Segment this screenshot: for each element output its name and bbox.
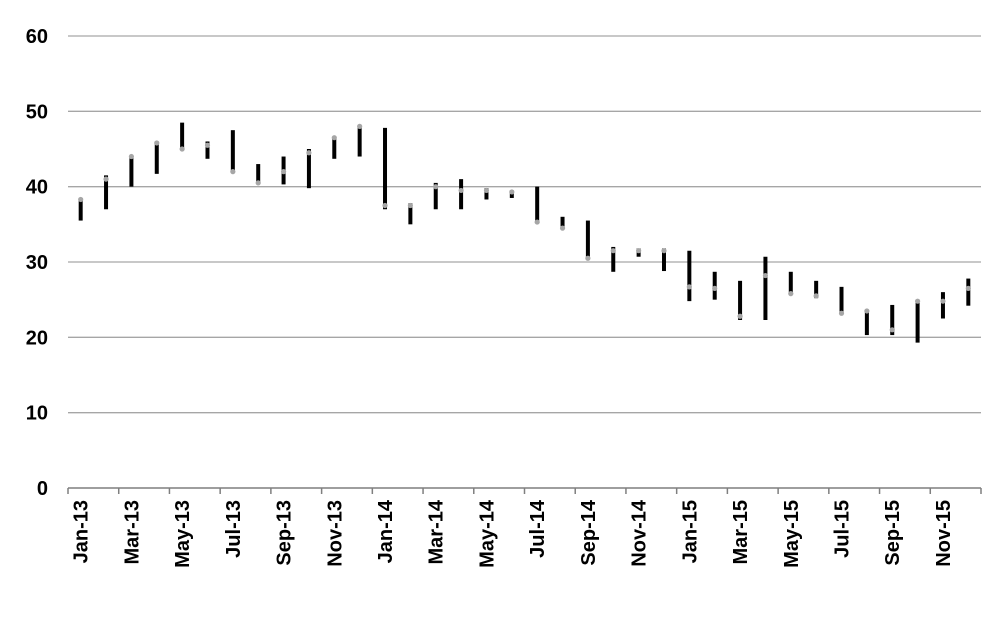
x-tick-label: May-14 (476, 499, 498, 568)
close-marker (914, 298, 921, 304)
close-marker (204, 142, 211, 148)
close-marker (585, 255, 591, 261)
x-tick-label: May-13 (172, 500, 194, 568)
close-marker (230, 169, 236, 175)
close-marker (458, 187, 464, 194)
close-marker (610, 248, 616, 254)
close-marker (686, 284, 692, 290)
close-marker (712, 285, 718, 291)
close-marker (889, 327, 895, 333)
close-marker (737, 313, 743, 319)
close-marker (255, 180, 261, 186)
y-tick-label: 60 (26, 26, 48, 48)
x-tick-label: Jan-14 (375, 499, 397, 563)
x-tick-label: Mar-14 (426, 499, 448, 564)
y-tick-label: 20 (26, 327, 48, 349)
close-marker (78, 196, 84, 203)
high-low-bars (78, 122, 971, 343)
x-tick-label: Sep-13 (274, 500, 296, 566)
close-marker (154, 140, 160, 146)
close-marker (762, 272, 769, 279)
close-marker (940, 298, 946, 304)
close-marker (382, 202, 388, 209)
close-marker (433, 184, 439, 190)
y-tick-label: 30 (26, 252, 48, 274)
x-tick-label: May-15 (781, 500, 803, 568)
x-tick-label: Nov-14 (629, 499, 651, 567)
x-axis-tick-labels: Jan-13 Mar-13 May-13 Jul-13 Sep-13 Nov-13 Jan-… (71, 499, 955, 568)
close-marker (103, 176, 109, 182)
close-markers (78, 123, 971, 333)
close-marker (788, 291, 794, 297)
x-axis (67, 487, 982, 494)
x-tick-label: Jul-14 (527, 499, 549, 558)
x-tick-label: Jul-15 (832, 500, 854, 558)
close-marker (559, 225, 566, 231)
x-tick-label: Jan-13 (71, 500, 93, 563)
x-tick-label: Mar-13 (121, 500, 143, 564)
close-marker (838, 310, 845, 316)
y-tick-label: 0 (37, 478, 48, 500)
x-tick-label: Mar-15 (730, 500, 752, 564)
close-marker (534, 219, 540, 225)
close-marker (483, 187, 490, 194)
gridlines (68, 35, 981, 414)
close-marker (331, 135, 337, 141)
close-marker (306, 150, 312, 156)
y-tick-label: 10 (26, 403, 48, 425)
x-tick-label: Sep-15 (882, 500, 904, 566)
close-marker (813, 293, 819, 299)
close-marker (636, 248, 642, 254)
y-tick-label: 40 (26, 177, 48, 199)
close-marker (407, 202, 413, 209)
x-tick-label: Nov-13 (324, 500, 346, 567)
close-marker (509, 189, 515, 195)
close-marker (179, 146, 185, 152)
close-marker (661, 248, 667, 254)
y-axis-tick-labels: 0 10 20 30 40 50 60 (26, 26, 48, 500)
close-marker (280, 169, 287, 175)
y-tick-label: 50 (26, 101, 48, 123)
close-marker (357, 123, 363, 129)
x-tick-label: Nov-15 (933, 500, 955, 567)
x-tick-label: Sep-14 (578, 499, 600, 565)
close-marker (864, 308, 870, 314)
close-marker (128, 153, 135, 160)
x-tick-label: Jan-15 (679, 500, 701, 563)
close-marker (965, 285, 971, 291)
x-tick-label: Jul-13 (223, 500, 245, 558)
